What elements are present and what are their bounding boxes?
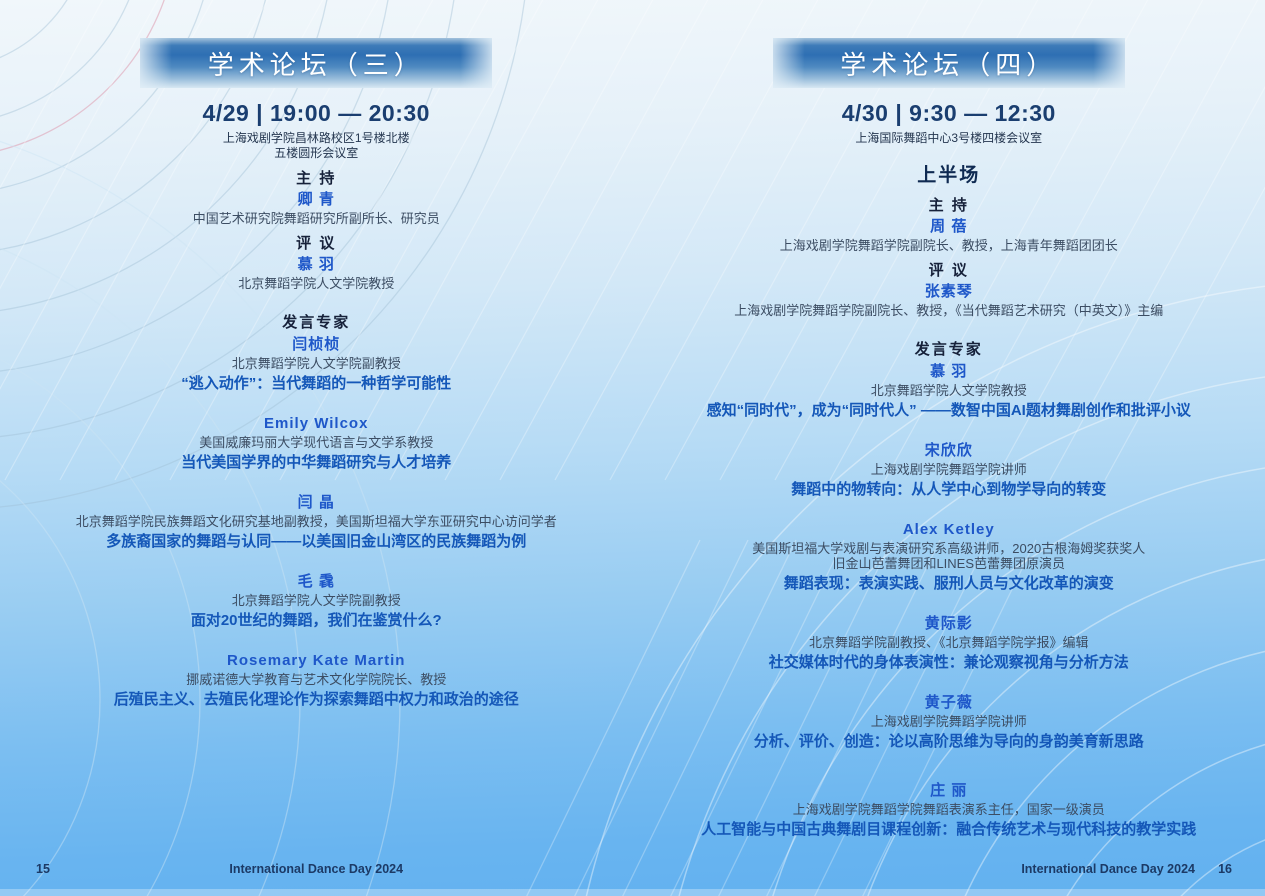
speaker-entry: 宋欣欣 上海戏剧学院舞蹈学院讲师 舞蹈中的物转向：从人学中心到物学导向的转变 xyxy=(633,441,1265,499)
speaker-entry: 慕 羽 北京舞蹈学院人文学院教授 感知“同时代”，成为“同时代人” ——数智中国… xyxy=(633,362,1265,420)
bottom-edge-strip xyxy=(0,889,1265,896)
speaker-entry: Rosemary Kate Martin 挪威诺德大学教育与艺术文化学院院长、教… xyxy=(0,651,633,709)
page-number: 15 xyxy=(36,862,50,876)
person-affiliation: 中国艺术研究院舞蹈研究所副所长、研究员 xyxy=(192,211,440,226)
person-name: Rosemary Kate Martin xyxy=(227,652,406,669)
speaker-entry: Emily Wilcox 美国威廉玛丽大学现代语言与文学系教授 当代美国学界的中… xyxy=(0,414,633,472)
person-name: Alex Ketley xyxy=(902,521,995,538)
forum-banner: 学术论坛（三） xyxy=(140,38,493,88)
talk-title: 社交媒体时代的身体表演性：兼论观察视角与分析方法 xyxy=(768,654,1129,671)
person-affiliation: 北京舞蹈学院副教授、《北京舞蹈学院学报》编辑 xyxy=(808,635,1089,650)
person-affiliation: 北京舞蹈学院人文学院教授 xyxy=(238,276,395,291)
person-name: 闫 晶 xyxy=(297,494,335,511)
person-affiliation: 北京舞蹈学院民族舞蹈文化研究基地副教授，美国斯坦福大学东亚研究中心访问学者 xyxy=(75,514,557,529)
session-venue: 上海国际舞蹈中心3号楼四楼会议室 xyxy=(855,131,1043,145)
person-name: 卿 青 xyxy=(297,191,335,208)
forum-banner-title: 学术论坛（三） xyxy=(207,49,425,80)
person-affiliation: 上海戏剧学院舞蹈学院副院长、教授，上海青年舞蹈团团长 xyxy=(779,238,1118,253)
bottom-diagonal-lines xyxy=(526,539,1037,896)
person-name: 闫桢桢 xyxy=(292,336,341,353)
person-affiliation: 挪威诺德大学教育与艺术文化学院院长、教授 xyxy=(186,672,447,687)
session-datetime: 4/30 | 9:30 — 12:30 xyxy=(841,100,1056,126)
person-affiliation: 美国斯坦福大学戏剧与表演研究系高级讲师，2020古根海姆奖获奖人 旧金山芭蕾舞团… xyxy=(752,541,1146,571)
person-affiliation: 上海戏剧学院舞蹈学院舞蹈表演系主任，国家一级演员 xyxy=(792,802,1105,817)
speaker-entry: 闫 晶 北京舞蹈学院民族舞蹈文化研究基地副教授，美国斯坦福大学东亚研究中心访问学… xyxy=(0,493,633,551)
person-name: 张素琴 xyxy=(924,283,973,300)
left-arc-group xyxy=(0,140,401,896)
page-16: 学术论坛（四） 4/30 | 9:30 — 12:30 上海国际舞蹈中心3号楼四… xyxy=(633,0,1265,896)
role-label-host: 主 持 xyxy=(296,170,337,187)
talk-title: 舞蹈表现：表演实践、服刑人员与文化改革的演变 xyxy=(783,575,1114,592)
person-affiliation: 美国威廉玛丽大学现代语言与文学系教授 xyxy=(199,435,434,450)
talk-title: “逃入动作”：当代舞蹈的一种哲学可能性 xyxy=(181,375,452,392)
talk-title: 后殖民主义、去殖民化理论作为探索舞蹈中权力和政治的途径 xyxy=(113,691,519,708)
footer-brand: International Dance Day 2024 xyxy=(229,862,404,876)
speaker-entry: Alex Ketley 美国斯坦福大学戏剧与表演研究系高级讲师，2020古根海姆… xyxy=(633,520,1265,593)
role-label-reviewer: 评 议 xyxy=(928,262,969,279)
person-name: 宋欣欣 xyxy=(924,442,973,459)
person-name: 庄 丽 xyxy=(930,782,968,799)
role-label-host: 主 持 xyxy=(928,197,969,214)
talk-title: 舞蹈中的物转向：从人学中心到物学导向的转变 xyxy=(791,481,1107,498)
talk-title: 分析、评价、创造：论以高阶思维为导向的身韵美育新思路 xyxy=(753,733,1144,750)
person-name: 黄子薇 xyxy=(924,694,973,711)
speaker-entry: 毛 毳 北京舞蹈学院人文学院副教授 面对20世纪的舞蹈，我们在鉴赏什么? xyxy=(0,572,633,630)
page-15: 学术论坛（三） 4/29 | 19:00 — 20:30 上海戏剧学院昌林路校区… xyxy=(0,38,633,878)
person-name: 慕 羽 xyxy=(297,256,335,273)
talk-title: 当代美国学界的中华舞蹈研究与人才培养 xyxy=(181,454,452,471)
speakers-heading: 发言专家 xyxy=(282,314,351,331)
person-affiliation: 上海戏剧学院舞蹈学院讲师 xyxy=(870,714,1027,729)
page-footer: International Dance Day 2024 16 xyxy=(633,862,1265,878)
talk-title: 面对20世纪的舞蹈，我们在鉴赏什么? xyxy=(190,612,442,629)
person-name: 慕 羽 xyxy=(930,363,968,380)
role-label-reviewer: 评 议 xyxy=(296,235,337,252)
speaker-entry: 黄子薇 上海戏剧学院舞蹈学院讲师 分析、评价、创造：论以高阶思维为导向的身韵美育… xyxy=(633,693,1265,751)
page-footer: 15 International Dance Day 2024 xyxy=(0,862,633,878)
footer-brand: International Dance Day 2024 xyxy=(1021,862,1195,876)
speaker-entry: 庄 丽 上海戏剧学院舞蹈学院舞蹈表演系主任，国家一级演员 人工智能与中国古典舞剧… xyxy=(633,781,1265,839)
person-name: 黄际影 xyxy=(924,615,973,632)
talk-title: 人工智能与中国古典舞剧目课程创新：融合传统艺术与现代科技的教学实践 xyxy=(701,821,1197,838)
person-affiliation: 上海戏剧学院舞蹈学院讲师 xyxy=(870,462,1027,477)
speakers-heading: 发言专家 xyxy=(914,341,983,358)
talk-title: 多族裔国家的舞蹈与认同——以美国旧金山湾区的民族舞蹈为例 xyxy=(106,533,527,550)
page-number: 16 xyxy=(1218,862,1232,876)
speaker-entry: 闫桢桢 北京舞蹈学院人文学院副教授 “逃入动作”：当代舞蹈的一种哲学可能性 xyxy=(0,335,633,393)
person-affiliation: 北京舞蹈学院人文学院教授 xyxy=(870,383,1027,398)
person-affiliation: 上海戏剧学院舞蹈学院副院长、教授，《当代舞蹈艺术研究（中英文）》主编 xyxy=(734,303,1164,318)
forum-banner-title: 学术论坛（四） xyxy=(840,49,1058,80)
session-part-heading: 上半场 xyxy=(917,165,981,186)
speaker-entry: 黄际影 北京舞蹈学院副教授、《北京舞蹈学院学报》编辑 社交媒体时代的身体表演性：… xyxy=(633,614,1265,672)
person-affiliation: 北京舞蹈学院人文学院副教授 xyxy=(231,356,401,371)
person-name: Emily Wilcox xyxy=(264,415,369,432)
talk-title: 感知“同时代”，成为“同时代人” ——数智中国AI题材舞剧创作和批评小议 xyxy=(706,402,1191,419)
person-name: 周 蓓 xyxy=(930,218,968,235)
person-affiliation: 北京舞蹈学院人文学院副教授 xyxy=(231,593,401,608)
session-venue: 上海戏剧学院昌林路校区1号楼北楼 五楼圆形会议室 xyxy=(222,131,410,160)
person-name: 毛 毳 xyxy=(297,573,335,590)
forum-banner: 学术论坛（四） xyxy=(772,38,1125,88)
session-datetime: 4/29 | 19:00 — 20:30 xyxy=(202,100,430,126)
